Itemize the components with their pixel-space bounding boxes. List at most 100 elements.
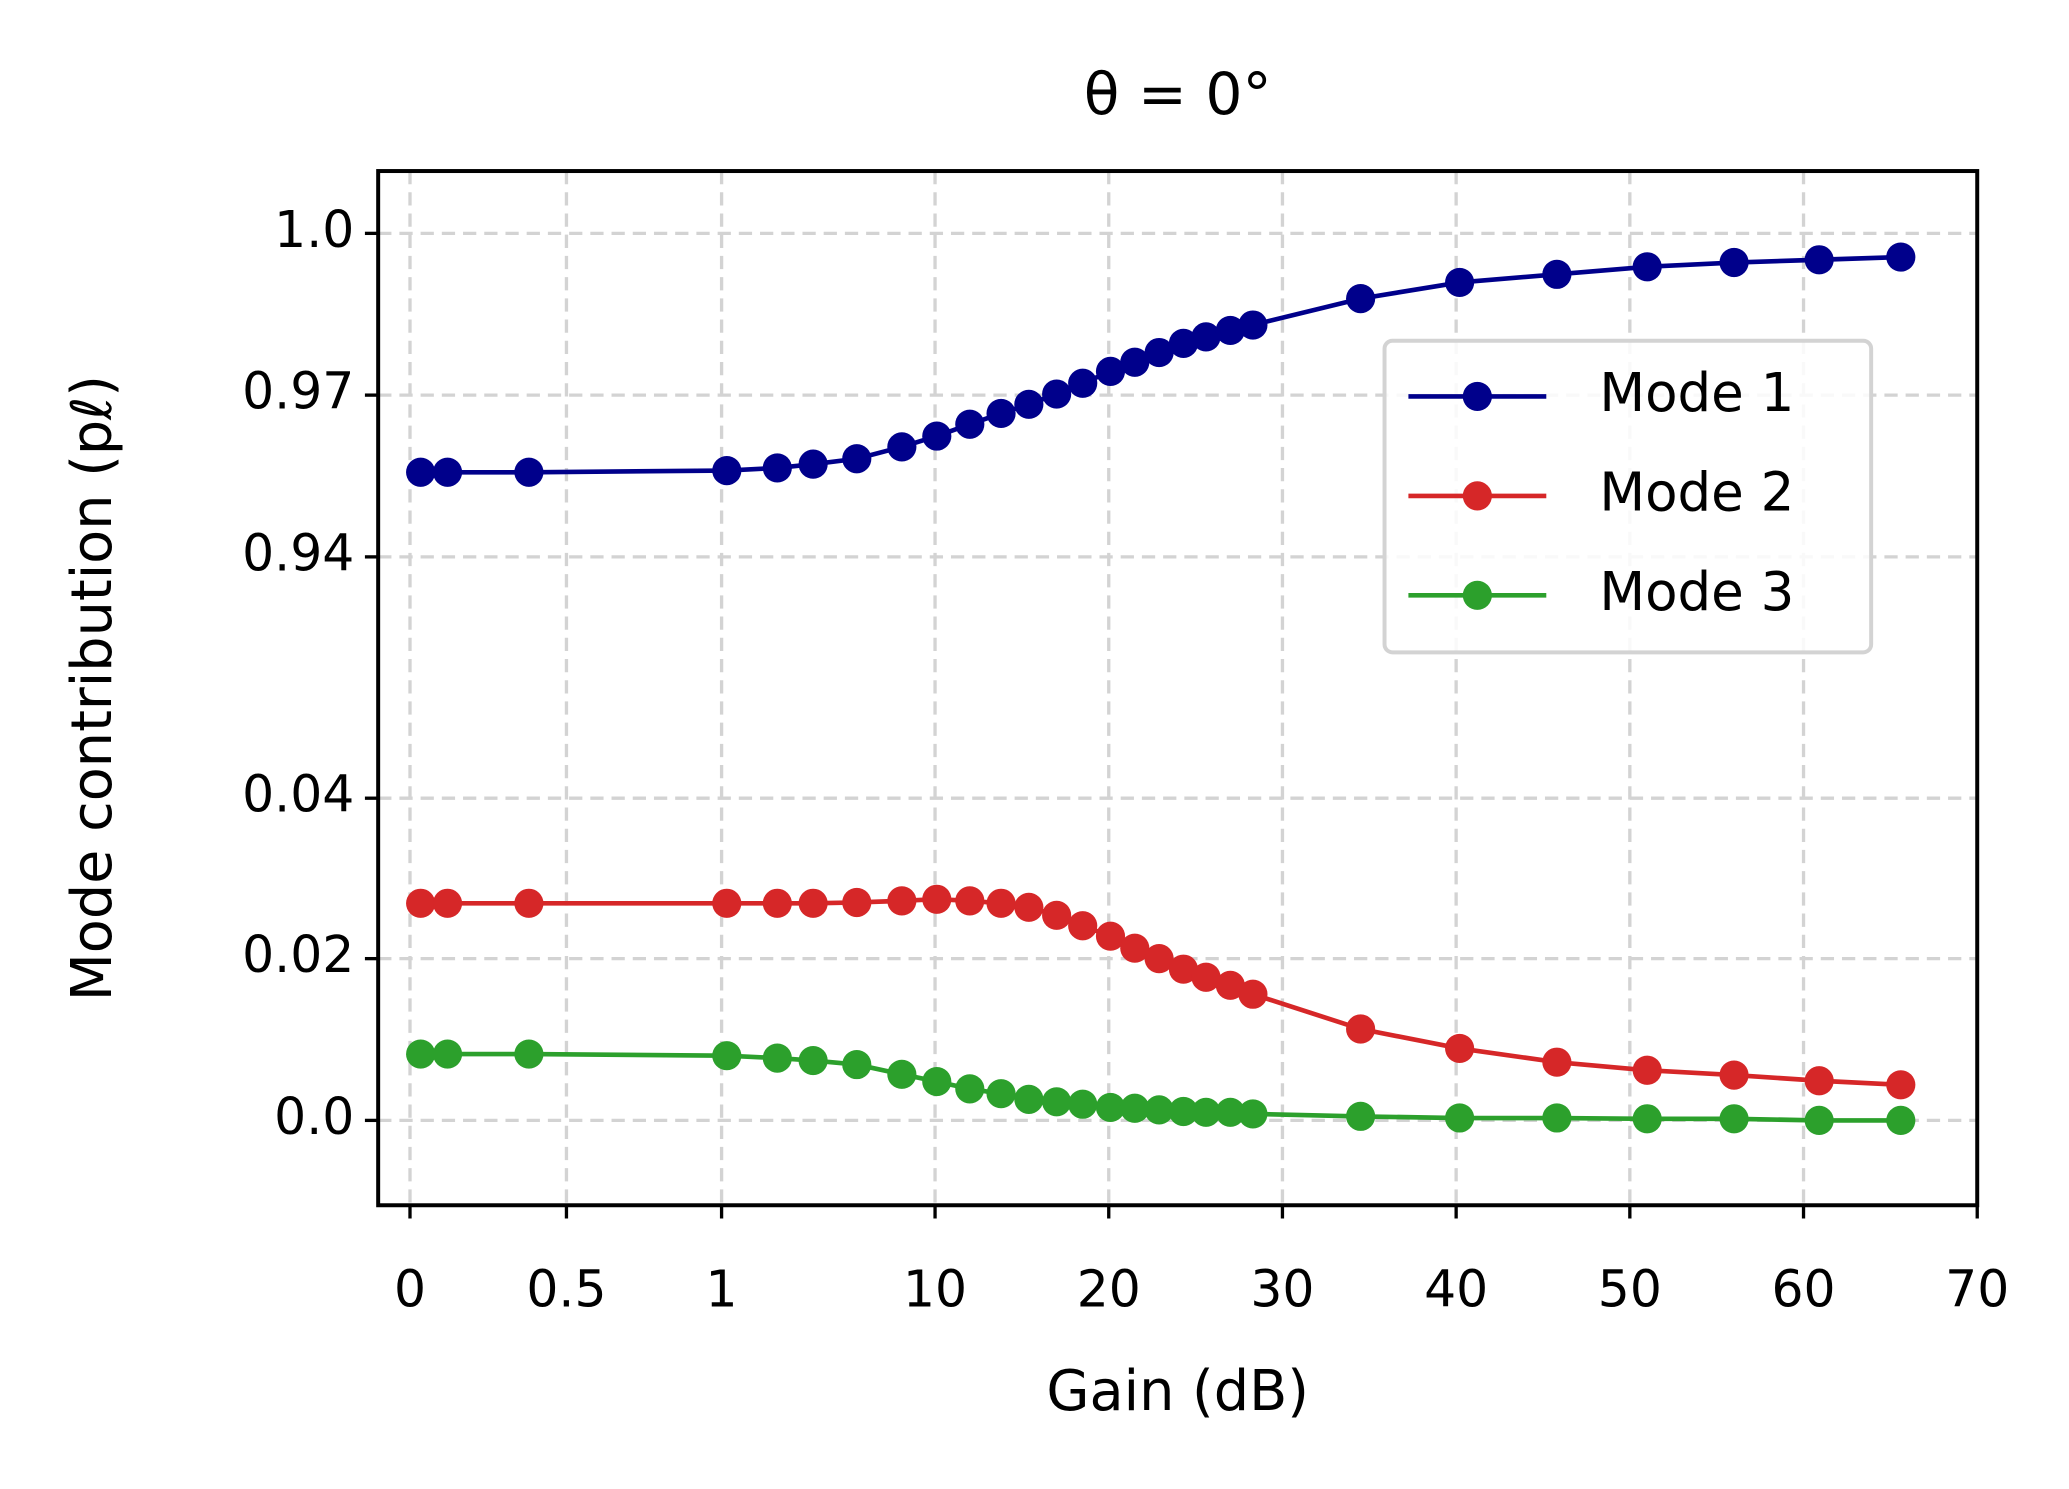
data-point <box>432 888 463 918</box>
data-point <box>1445 267 1475 298</box>
data-point <box>1042 1087 1072 1117</box>
data-point <box>1886 242 1916 272</box>
data-point <box>762 888 792 918</box>
data-point <box>1014 389 1044 419</box>
data-point <box>1095 356 1126 386</box>
series-line <box>420 254 1901 475</box>
data-point <box>1120 1093 1150 1123</box>
data-point <box>1542 1047 1572 1077</box>
data-point <box>514 888 544 918</box>
data-point <box>1445 1033 1475 1063</box>
data-point <box>986 398 1016 429</box>
y-tick-label: 1.0 <box>274 200 354 259</box>
data-point <box>1632 1055 1662 1085</box>
data-point <box>887 886 917 916</box>
data-point <box>1632 252 1662 282</box>
legend-label: Mode 2 <box>1599 462 1794 524</box>
y-tick-label: 0.02 <box>242 925 354 984</box>
data-point <box>922 1066 952 1097</box>
data-point <box>955 1074 985 1104</box>
y-tick-label: 0.04 <box>242 765 354 824</box>
data-point <box>1445 1103 1475 1133</box>
data-point <box>1632 1104 1662 1134</box>
legend-marker <box>1462 481 1492 511</box>
y-tick-label: 0.0 <box>274 1087 354 1146</box>
data-point <box>712 456 742 486</box>
data-point <box>1120 347 1150 377</box>
data-point <box>798 888 828 918</box>
data-point <box>1346 1014 1376 1044</box>
data-point <box>1719 247 1749 278</box>
data-point <box>432 1039 463 1069</box>
data-point <box>1068 1089 1098 1119</box>
data-point <box>1095 921 1126 951</box>
data-point <box>712 888 742 918</box>
data-point <box>1144 337 1174 368</box>
data-point <box>986 888 1016 918</box>
data-point <box>514 457 544 487</box>
data-point <box>1238 310 1268 340</box>
legend-marker <box>1462 580 1492 610</box>
data-point <box>887 1059 917 1089</box>
data-point <box>1719 1060 1749 1090</box>
data-point <box>1014 1084 1044 1114</box>
data-point <box>986 1079 1016 1109</box>
data-point <box>406 1039 436 1069</box>
data-point <box>1804 1105 1834 1135</box>
data-point <box>432 457 463 487</box>
x-tick-label: 20 <box>1077 1259 1141 1318</box>
y-tick-label: 0.94 <box>242 523 354 582</box>
data-point <box>762 453 792 483</box>
plot-frame <box>376 169 1980 1208</box>
legend-marker <box>1462 381 1492 412</box>
legend-label: Mode 1 <box>1599 362 1794 424</box>
chart-title: θ = 0° <box>1084 60 1272 128</box>
data-point <box>1238 1099 1268 1129</box>
data-point <box>955 409 985 439</box>
data-point <box>1068 368 1098 398</box>
data-point <box>406 888 436 918</box>
x-tick-label: 0.5 <box>526 1259 606 1318</box>
data-point <box>1042 379 1072 409</box>
x-tick-label: 60 <box>1771 1259 1835 1318</box>
data-point <box>1042 900 1072 930</box>
data-point <box>1804 1066 1834 1096</box>
data-point <box>842 1050 872 1080</box>
data-point <box>1346 1101 1376 1131</box>
data-point <box>1168 328 1199 358</box>
data-point <box>1168 954 1199 984</box>
x-tick-label: 40 <box>1424 1259 1488 1318</box>
data-point <box>1095 1092 1126 1123</box>
data-point <box>1215 1097 1245 1127</box>
x-tick-label: 50 <box>1598 1259 1662 1318</box>
legend: Mode 1 Mode 2 Mode 3 <box>1382 338 1874 655</box>
data-point <box>1804 245 1834 275</box>
data-point <box>1238 979 1268 1009</box>
y-axis-label: Mode contribution (pℓ) <box>60 375 125 1001</box>
data-point <box>798 1045 828 1076</box>
data-point <box>887 432 917 462</box>
data-point <box>762 1043 792 1073</box>
legend-label: Mode 3 <box>1599 561 1794 623</box>
data-point <box>1068 911 1098 941</box>
x-tick-label: 70 <box>1945 1259 2009 1318</box>
data-point <box>1215 315 1245 346</box>
data-point <box>1120 933 1150 963</box>
series-line <box>420 896 1901 1088</box>
data-point <box>1886 1070 1916 1100</box>
data-point <box>1215 970 1245 1000</box>
data-point <box>842 444 872 474</box>
data-point <box>1144 1095 1174 1125</box>
data-point <box>1886 1105 1916 1135</box>
data-point <box>514 1039 544 1069</box>
data-point <box>1144 944 1174 974</box>
data-point <box>842 887 872 918</box>
data-point <box>1719 1104 1749 1134</box>
data-point <box>1346 284 1376 314</box>
data-point <box>1168 1096 1199 1127</box>
x-tick-label: 30 <box>1250 1259 1314 1318</box>
x-axis-label: Gain (dB) <box>1046 1359 1309 1424</box>
data-point <box>922 884 952 914</box>
data-point <box>712 1041 742 1071</box>
